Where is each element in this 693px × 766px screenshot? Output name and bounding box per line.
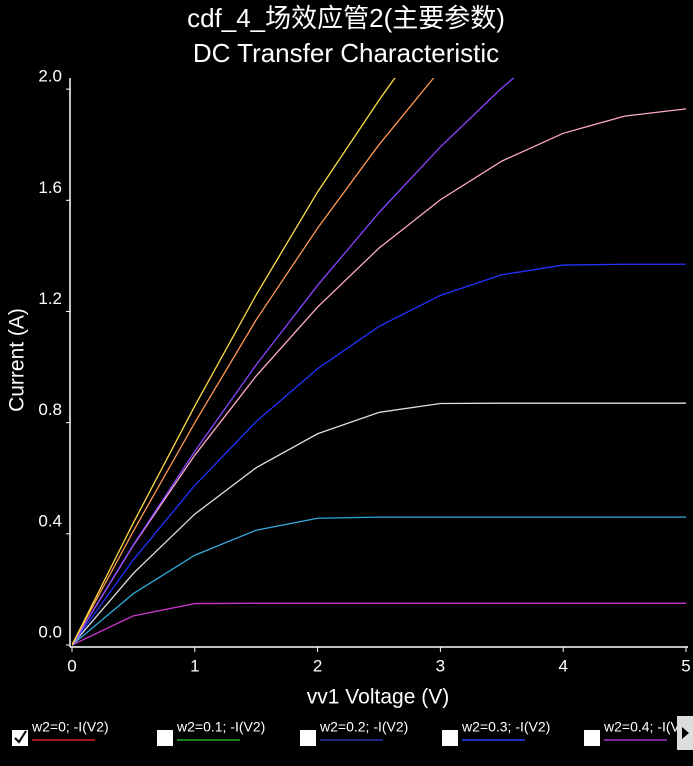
x-tick-label: 1 bbox=[190, 656, 199, 675]
legend-checkbox[interactable] bbox=[300, 730, 316, 746]
plot-area bbox=[72, 78, 687, 646]
series-line bbox=[72, 108, 687, 646]
series-line bbox=[72, 402, 686, 646]
series-line bbox=[72, 602, 686, 646]
legend-checkbox[interactable] bbox=[157, 730, 173, 746]
x-tick-label: 4 bbox=[558, 656, 567, 675]
y-tick-label: 1.6 bbox=[38, 178, 62, 197]
checkmark bbox=[14, 730, 27, 744]
y-tick-label: 0.4 bbox=[38, 511, 62, 530]
legend-label: w2=0.4; -I(V2) bbox=[603, 719, 692, 735]
series-line bbox=[72, 263, 686, 646]
x-tick-label: 0 bbox=[67, 656, 76, 675]
chart-subtitle: DC Transfer Characteristic bbox=[193, 38, 499, 68]
scroll-arrow bbox=[682, 727, 689, 739]
y-axis-label: Current (A) bbox=[6, 308, 29, 412]
legend-label: w2=0.1; -I(V2) bbox=[176, 719, 265, 735]
legend: w2=0; -I(V2) w2=0.1; -I(V2) w2=0.2; -I(V2)… bbox=[12, 719, 692, 746]
legend-label: w2=0; -I(V2) bbox=[31, 719, 109, 735]
legend-label: w2=0.3; -I(V2) bbox=[461, 719, 550, 735]
y-tick-label: 0.0 bbox=[38, 622, 62, 641]
x-tick-label: 3 bbox=[436, 656, 445, 675]
y-tick-label: 2.0 bbox=[38, 67, 62, 86]
y-tick-label: 0.8 bbox=[38, 400, 62, 419]
legend-checkbox[interactable] bbox=[442, 730, 458, 746]
x-tick-label: 2 bbox=[313, 656, 322, 675]
series-line bbox=[72, 78, 396, 646]
x-tick-label: 5 bbox=[681, 656, 690, 675]
series-line bbox=[72, 516, 686, 646]
chart-title: cdf_4_场效应管2(主要参数) bbox=[187, 3, 505, 33]
series-line bbox=[72, 78, 515, 646]
x-axis-label: vv1 Voltage (V) bbox=[307, 686, 449, 709]
legend-checkbox[interactable] bbox=[584, 730, 600, 746]
y-tick-label: 1.2 bbox=[38, 289, 62, 308]
series-line bbox=[72, 78, 435, 646]
legend-label: w2=0.2; -I(V2) bbox=[319, 719, 408, 735]
